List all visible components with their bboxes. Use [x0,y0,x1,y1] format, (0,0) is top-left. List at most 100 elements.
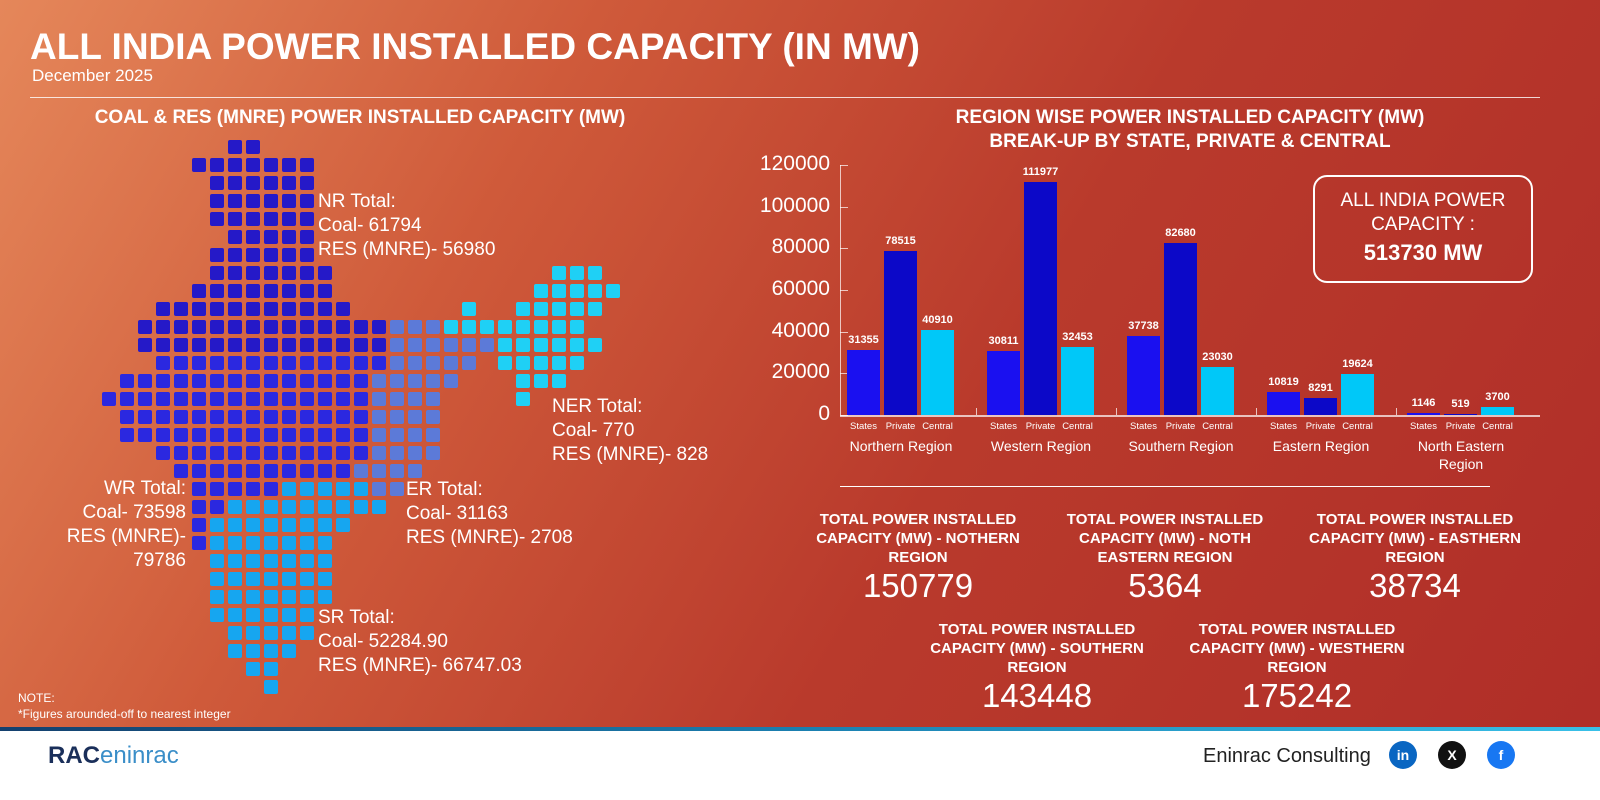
bar-value-label: 1146 [1411,396,1436,409]
map-cell-wr [246,464,260,478]
bar-sub-label: States [990,421,1017,432]
map-cell-nr [246,140,260,154]
map-cell-nr [282,212,296,226]
map-cell-nr [246,158,260,172]
map-cell-wr [102,392,116,406]
group-separator [1256,408,1257,415]
bar-sub-label: States [1270,421,1297,432]
map-cell-nr [246,338,260,352]
note: NOTE: *Figures arounded-off to nearest in… [18,691,231,721]
map-cell-nr [318,338,332,352]
map-title: COAL & RES (MNRE) POWER INSTALLED CAPACI… [94,107,626,128]
map-cell-nr [336,338,350,352]
bar-value-label: 19624 [1342,358,1373,371]
map-cell-wr [156,410,170,424]
map-cell-er [426,338,440,352]
map-cell-sr [336,482,350,496]
bar-private [1444,413,1477,415]
total-eastern: TOTAL POWER INSTALLED CAPACITY (MW) - EA… [1309,511,1521,604]
map-cell-er [408,320,422,334]
map-cell-wr [336,410,350,424]
map-cell-wr [318,392,332,406]
map-cell-nr [300,284,314,298]
bar-value-label: 31355 [848,333,879,346]
bar-sub-label: Private [1305,421,1336,432]
map-cell-er [372,464,386,478]
x-icon[interactable]: X [1438,741,1466,769]
map-cell-wr [192,392,206,406]
map-cell-nr [318,302,332,316]
map-cell-ner [570,338,584,352]
map-cell-er [408,374,422,388]
map-cell-sr [282,536,296,550]
divider [30,97,1540,98]
map-cell-nr [264,158,278,172]
map-cell-sr [246,626,260,640]
map-cell-wr [156,374,170,388]
map-cell-er [372,410,386,424]
map-cell-sr [210,554,224,568]
map-cell-er [390,446,404,460]
map-cell-nr [282,176,296,190]
bar-central [1061,347,1094,415]
y-tick-label: 120000 [759,152,830,175]
map-cell-nr [336,302,350,316]
map-cell-wr [264,410,278,424]
map-cell-nr [228,284,242,298]
y-tick-mark [840,165,848,166]
map-cell-nr [300,320,314,334]
group-separator [1396,408,1397,415]
facebook-icon[interactable]: f [1487,741,1515,769]
map-cell-wr [264,356,278,370]
map-cell-wr [228,374,242,388]
map-cell-wr [282,410,296,424]
map-cell-er [408,356,422,370]
map-cell-nr [264,338,278,352]
bar-value-label: 78515 [885,235,916,248]
map-cell-sr [246,536,260,550]
map-cell-nr [264,176,278,190]
bar-sub-label: Central [922,421,953,432]
linkedin-icon[interactable]: in [1389,741,1417,769]
map-cell-wr [228,410,242,424]
map-cell-sr [246,554,260,568]
map-cell-nr [372,320,386,334]
bar-central [1201,367,1234,415]
map-cell-sr [264,518,278,532]
map-cell-wr [120,410,134,424]
map-cell-nr [264,320,278,334]
map-cell-sr [318,554,332,568]
map-cell-wr [138,392,152,406]
map-cell-nr [246,176,260,190]
map-cell-sr [318,482,332,496]
map-cell-er [426,392,440,406]
map-cell-er [390,338,404,352]
map-cell-sr [336,500,350,514]
map-cell-nr [246,284,260,298]
y-tick-label: 60000 [771,277,830,300]
map-cell-er [426,410,440,424]
bar-private [1164,242,1197,415]
map-cell-sr [210,590,224,604]
map-cell-wr [228,428,242,442]
map-cell-wr [372,356,386,370]
map-cell-sr [246,590,260,604]
map-cell-nr [210,212,224,226]
map-cell-sr [282,644,296,658]
map-cell-nr [354,338,368,352]
map-cell-wr [210,392,224,406]
map-cell-wr [228,464,242,478]
map-cell-er [408,392,422,406]
y-tick-label: 80000 [771,235,830,259]
map-cell-wr [300,410,314,424]
y-tick-mark [840,415,848,416]
map-cell-ner [498,356,512,370]
bar-sub-label: Central [1062,421,1093,432]
map-cell-ner [534,284,548,298]
map-cell-nr [300,302,314,316]
bar-value-label: 3700 [1485,391,1510,404]
y-tick-mark [840,373,848,375]
map-cell-nr [228,248,242,262]
map-cell-nr [282,284,296,298]
map-cell-wr [192,428,206,442]
